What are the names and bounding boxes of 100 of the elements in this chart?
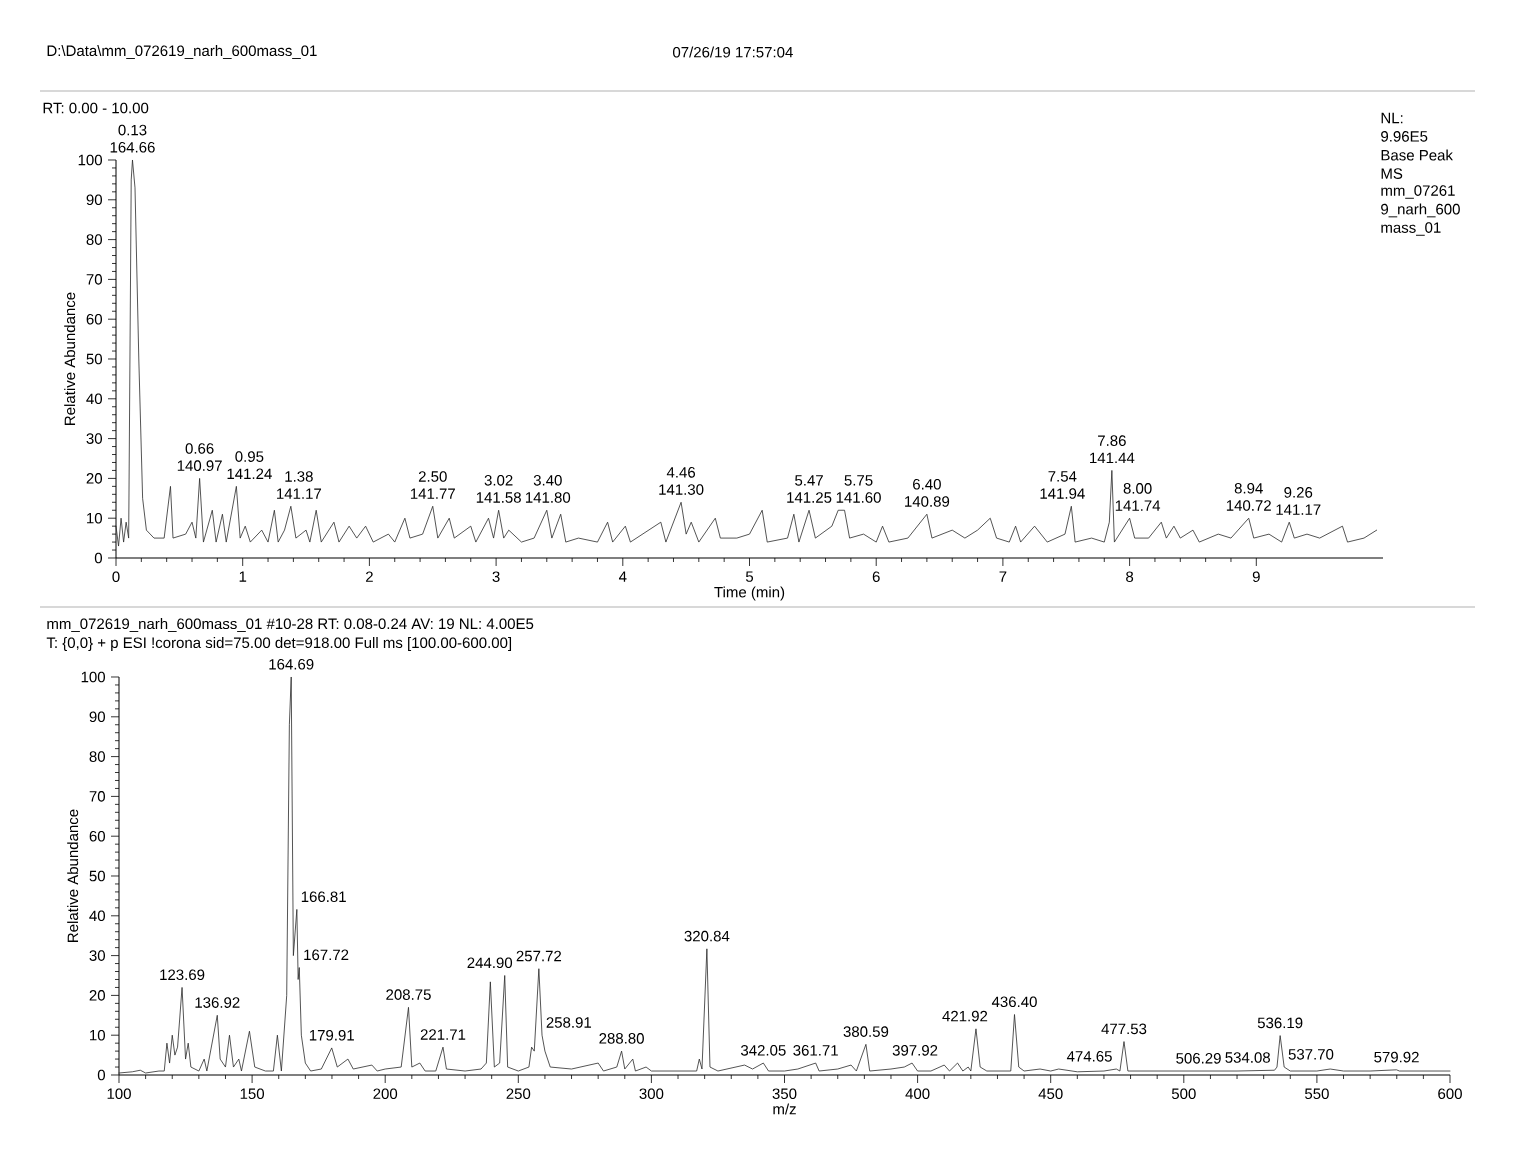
- annotation: 3.02 141.58: [476, 475, 521, 503]
- y-tick-label: 50: [86, 353, 102, 365]
- x-tick-label: 500: [1171, 1088, 1196, 1100]
- x-axis-title: Time (min): [714, 586, 785, 601]
- annotation: 9.26 141.17: [1276, 487, 1321, 515]
- annotation: 167.72: [304, 949, 349, 961]
- x-tick-label: 5: [745, 571, 754, 582]
- annotation: 5.47 141.25: [787, 475, 832, 503]
- y-tick-label: 30: [86, 433, 102, 444]
- y-tick-label: 60: [89, 830, 105, 842]
- y-tick-label: 80: [86, 234, 102, 245]
- annotation: 537.70: [1288, 1049, 1334, 1060]
- annotation: 474.65: [1066, 1051, 1112, 1062]
- annotation: 136.92: [195, 997, 240, 1008]
- annotation: 506.29: [1176, 1053, 1221, 1064]
- x-tick-label: 7: [999, 571, 1007, 582]
- x-tick-label: 3: [492, 571, 500, 583]
- text: T: {0,0} + p ESI !corona sid=75.00 det=918.00 Full ms [100.00-600.00]: [46, 637, 512, 651]
- x-tick-label: 550: [1304, 1088, 1329, 1100]
- annotation: 477.53: [1101, 1023, 1147, 1035]
- annotation: 7.86 141.44: [1090, 435, 1135, 464]
- x-tick-label: 8: [1126, 571, 1134, 583]
- y-tick-label: 80: [89, 751, 105, 762]
- x-tick-label: 200: [373, 1088, 398, 1100]
- x-tick-label: 2: [365, 571, 373, 582]
- y-tick-label: 10: [90, 1029, 105, 1041]
- x-tick-label: 9: [1252, 571, 1260, 583]
- y-tick-label: 40: [89, 910, 105, 922]
- annotation: 3.40 141.80: [525, 475, 571, 503]
- annotation: 361.71: [793, 1045, 838, 1056]
- annotation: 4.46 141.30: [659, 467, 704, 495]
- text: mm_072619_narh_600mass_01 #10-28 RT: 0.08-0.24 AV: 19 NL: 4.00E5: [47, 618, 534, 632]
- annotation: mass_01: [1381, 222, 1441, 236]
- annotation: 0.95 141.24: [227, 451, 272, 479]
- annotation: 288.80: [599, 1033, 644, 1044]
- annotation: 6.40 140.89: [905, 478, 950, 507]
- text: RT: 0.00 - 10.00: [43, 102, 149, 114]
- x-axis-title: m/z: [773, 1103, 796, 1115]
- text: 07/26/19 17:57:04: [673, 46, 793, 58]
- annotation: 5.75 141.60: [836, 475, 881, 503]
- y-tick-label: 30: [89, 950, 105, 961]
- y-tick-label: 10: [87, 512, 102, 524]
- y-tick-label: 70: [89, 791, 105, 802]
- annotation: Base Peak: [1381, 149, 1453, 161]
- x-tick-label: 6: [872, 571, 880, 583]
- annotation: 244.90: [467, 957, 513, 969]
- annotation: 164.69: [269, 658, 314, 670]
- y-tick-label: 0: [97, 1069, 105, 1081]
- annotation: 179.91: [309, 1029, 354, 1041]
- annotation: 257.72: [516, 950, 562, 962]
- y-tick-label: 70: [86, 274, 102, 285]
- y-tick-label: 40: [86, 393, 102, 405]
- annotation: 421.92: [942, 1010, 988, 1022]
- annotation: 8.94 140.72: [1226, 482, 1271, 511]
- x-tick-label: 400: [905, 1088, 930, 1100]
- annotation: MS: [1381, 168, 1403, 179]
- text: 9.96E5: [1381, 131, 1428, 142]
- annotation: 397.92: [892, 1045, 938, 1056]
- annotation: 208.75: [386, 989, 431, 1000]
- annotation: 536.19: [1257, 1017, 1303, 1029]
- y-tick-label: 100: [81, 671, 105, 683]
- annotation: 9_narh_600: [1381, 203, 1460, 218]
- x-tick-label: 100: [107, 1088, 131, 1100]
- annotation: 1.38 141.17: [277, 471, 322, 499]
- x-tick-label: 600: [1438, 1088, 1462, 1100]
- x-tick-label: 350: [772, 1088, 797, 1100]
- annotation: 2.50 141.77: [410, 471, 455, 499]
- x-tick-label: 0: [112, 571, 120, 583]
- y-tick-label: 90: [86, 194, 102, 206]
- line-series: [115, 159, 1378, 547]
- x-tick-label: 450: [1038, 1088, 1063, 1100]
- annotation: 579.92: [1374, 1051, 1419, 1063]
- y-axis-title: Relative Abundance: [67, 809, 79, 942]
- annotation: 320.84: [684, 930, 730, 942]
- y-axis-title: Relative Abundance: [64, 292, 76, 425]
- x-tick-label: 300: [639, 1088, 664, 1100]
- annotation: 534.08: [1225, 1052, 1270, 1063]
- y-tick-label: 100: [78, 154, 102, 166]
- annotation: 380.59: [843, 1026, 889, 1037]
- annotation: 258.91: [546, 1017, 592, 1028]
- annotation: 342.05: [740, 1045, 786, 1056]
- x-tick-label: 4: [618, 571, 627, 582]
- x-tick-label: 1: [239, 571, 247, 582]
- y-tick-label: 20: [89, 990, 105, 1001]
- y-tick-label: 50: [89, 870, 105, 882]
- y-tick-label: 60: [86, 313, 102, 325]
- x-tick-label: 150: [240, 1088, 265, 1100]
- y-tick-label: 20: [86, 473, 102, 484]
- annotation: 7.54 141.94: [1040, 471, 1085, 499]
- annotation: 221.71: [420, 1029, 466, 1040]
- annotation: 0.13 164.66: [110, 124, 155, 153]
- text: NL:: [1381, 112, 1403, 124]
- annotation: 166.81: [301, 891, 346, 903]
- text: D:\Data\mm_072619_narh_600mass_01: [47, 45, 317, 59]
- x-tick-label: 250: [506, 1088, 531, 1100]
- y-tick-label: 0: [94, 552, 103, 564]
- annotation: 0.66 140.97: [177, 443, 222, 472]
- annotation: 123.69: [160, 969, 205, 981]
- annotation: 8.00 141.74: [1115, 483, 1161, 511]
- annotation: 436.40: [991, 996, 1037, 1008]
